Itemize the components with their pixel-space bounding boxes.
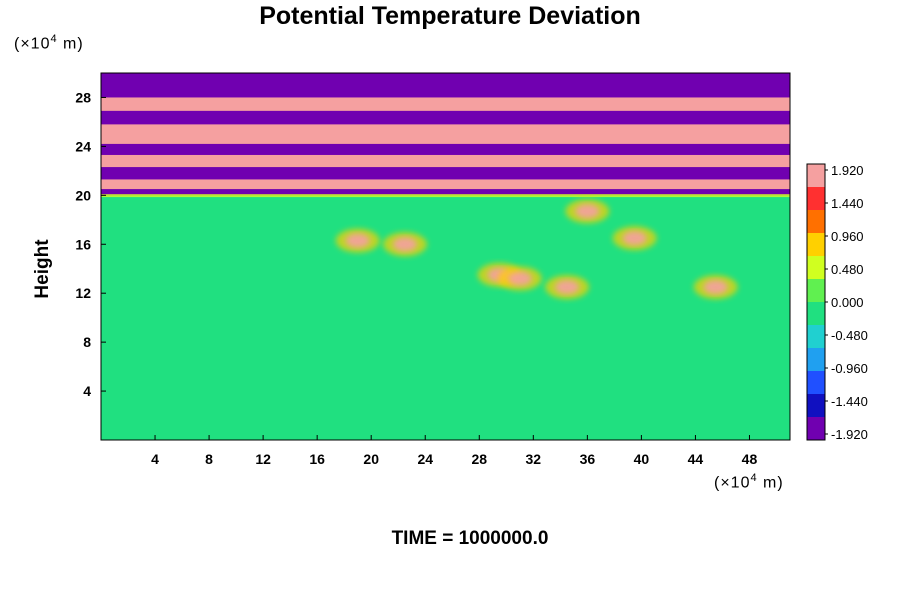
colorbar-label: 0.480 [831, 262, 864, 277]
heatmap-band [101, 167, 790, 180]
x-tick-label: 36 [580, 451, 596, 467]
heatmap-band [101, 97, 790, 111]
heatmap-band [101, 179, 790, 190]
colorbar-label: -1.440 [831, 394, 868, 409]
heatmap-band [101, 110, 790, 125]
warm-anomaly [575, 204, 600, 219]
warm-anomaly [392, 237, 417, 252]
x-tick-label: 16 [309, 451, 325, 467]
y-tick-label: 8 [83, 334, 91, 350]
heatmap-band [101, 189, 790, 196]
y-axis-ticks: 4 8 12 16 20 24 28 [75, 89, 106, 399]
y-tick-label: 16 [75, 236, 91, 252]
x-tick-label: 12 [255, 451, 271, 467]
heatmap-band [101, 154, 790, 168]
colorbar-label: -0.480 [831, 328, 868, 343]
warm-anomaly [622, 231, 647, 246]
time-label: TIME = 1000000.0 [391, 528, 549, 549]
y-tick-label: 24 [75, 138, 91, 154]
x-tick-label: 28 [471, 451, 487, 467]
heatmap-band [101, 77, 790, 98]
heatmap-band [101, 124, 790, 144]
warm-anomaly [703, 280, 728, 295]
y-axis-unit: (×104 m) [14, 33, 84, 53]
colorbar-label: 0.000 [831, 295, 864, 310]
y-tick-label: 12 [75, 285, 91, 301]
x-tick-label: 24 [417, 451, 433, 467]
chart-title: Potential Temperature Deviation [259, 2, 641, 30]
x-tick-label: 40 [634, 451, 650, 467]
x-tick-label: 32 [526, 451, 542, 467]
colorbar-swatch [807, 164, 825, 188]
x-tick-label: 8 [205, 451, 213, 467]
heatmap-band [101, 143, 790, 155]
colorbar-label: 1.920 [831, 163, 864, 178]
warm-anomaly [345, 233, 370, 248]
colorbar-swatch [807, 348, 825, 372]
colorbar-label: -0.960 [831, 361, 868, 376]
colorbar-swatch [807, 233, 825, 257]
colorbar-swatch [807, 302, 825, 326]
colorbar-swatch [807, 417, 825, 441]
y-tick-label: 4 [83, 383, 91, 399]
colorbar: 1.920 1.440 0.960 0.480 0.000 -0.480 -0.960 -1.… [806, 163, 868, 442]
colorbar-swatch [807, 371, 825, 395]
warm-anomaly [555, 280, 580, 295]
x-axis-unit: (×104 m) [714, 472, 784, 492]
plot-area [101, 73, 790, 440]
colorbar-label: -1.920 [831, 427, 868, 442]
colorbar-label: 0.960 [831, 229, 864, 244]
plot-frame [100, 72, 791, 441]
colorbar-swatch [807, 279, 825, 303]
x-tick-label: 44 [688, 451, 704, 467]
heatmap-transition [101, 194, 790, 198]
y-tick-label: 20 [75, 187, 91, 203]
colorbar-swatch [807, 256, 825, 280]
x-tick-label: 48 [742, 451, 758, 467]
colorbar-swatch [807, 210, 825, 234]
warm-anomaly [507, 271, 532, 286]
x-axis-ticks: 4 8 12 16 20 24 28 32 36 40 44 48 [151, 435, 757, 467]
colorbar-swatch [807, 187, 825, 211]
colorbar-swatch [807, 325, 825, 349]
colorbar-label: 1.440 [831, 196, 864, 211]
colorbar-swatch [807, 394, 825, 418]
y-tick-label: 28 [75, 89, 91, 105]
x-tick-label: 20 [363, 451, 379, 467]
x-tick-label: 4 [151, 451, 159, 467]
